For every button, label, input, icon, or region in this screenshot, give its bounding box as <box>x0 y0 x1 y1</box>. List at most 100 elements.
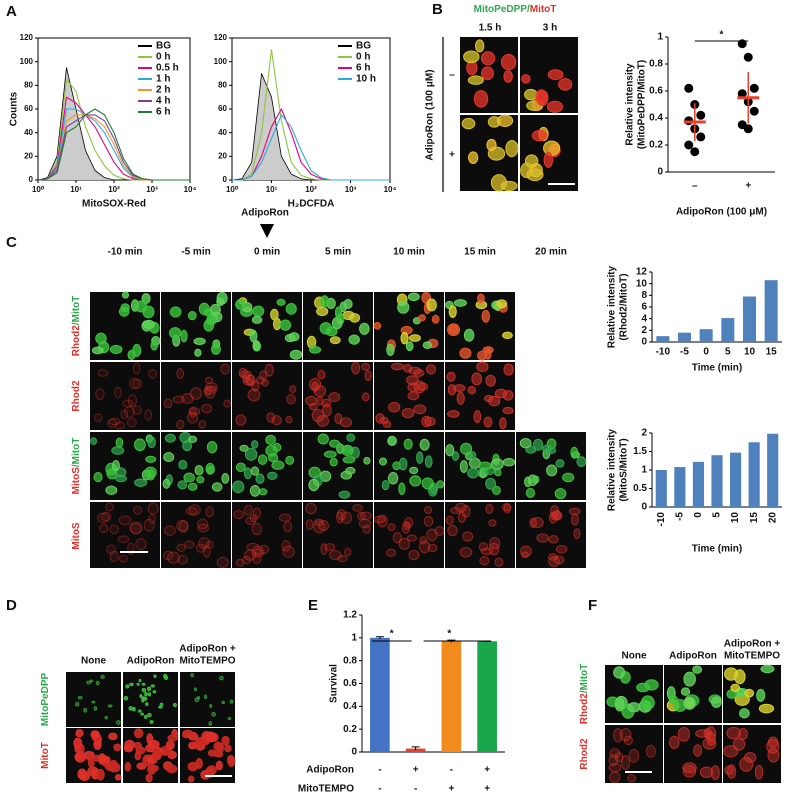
cell <box>163 550 174 561</box>
cell <box>148 513 156 524</box>
y-tick-label: 120 <box>20 33 34 42</box>
cell <box>105 502 114 512</box>
cell <box>229 699 234 704</box>
cell <box>357 511 366 521</box>
cell <box>177 554 188 565</box>
cell <box>311 381 319 392</box>
cell <box>359 511 372 520</box>
cell <box>502 458 516 467</box>
cell <box>135 746 146 755</box>
y-tick-label: 20 <box>24 151 33 160</box>
cell <box>83 707 88 713</box>
legend-label: BG <box>156 41 171 52</box>
cell <box>484 347 492 360</box>
cell <box>164 525 176 536</box>
cell <box>158 705 163 709</box>
bar <box>730 452 742 507</box>
cell <box>423 506 433 515</box>
cell <box>185 507 198 516</box>
cell <box>144 691 148 697</box>
cell <box>320 543 328 555</box>
cell <box>456 391 465 405</box>
bar <box>721 318 735 342</box>
cell <box>139 694 143 699</box>
cell <box>151 749 162 761</box>
cell <box>150 684 155 688</box>
cell <box>334 306 343 319</box>
cell <box>375 413 385 424</box>
condition-value: - <box>450 765 453 776</box>
cell <box>244 447 258 461</box>
cell <box>387 435 397 446</box>
y-tick-label: 0.5 <box>633 483 647 494</box>
cell <box>734 669 746 685</box>
cell <box>205 506 214 518</box>
cell <box>118 554 128 563</box>
cell <box>243 467 252 480</box>
cell <box>519 437 532 449</box>
cell <box>111 460 120 472</box>
y-tick-label: 6 <box>641 302 647 313</box>
cell <box>668 735 680 750</box>
cell <box>313 385 327 398</box>
cell <box>325 326 338 337</box>
cell <box>546 100 564 113</box>
cell <box>379 457 388 466</box>
y-axis-label: (MitoS/MitoT) <box>619 438 630 501</box>
cell <box>305 502 317 515</box>
y-tick-label: 0 <box>29 175 34 184</box>
cell <box>461 504 471 518</box>
cell <box>109 550 119 563</box>
y-tick-label: 0.2 <box>649 140 663 151</box>
cell <box>608 771 621 783</box>
y-axis-label: Relative intensity <box>607 265 618 348</box>
cell <box>133 505 143 515</box>
cell <box>424 416 436 427</box>
label-part: MitoPeDPP <box>40 673 51 727</box>
cell <box>167 551 180 564</box>
cell <box>503 503 511 514</box>
cell <box>176 543 186 552</box>
cell <box>343 547 352 557</box>
condition-label: AdipoRon <box>306 765 354 776</box>
y-tick-label: 0.4 <box>343 701 357 712</box>
cell <box>677 726 691 742</box>
cell <box>220 363 230 375</box>
cell <box>405 341 414 352</box>
error-bar <box>411 746 420 751</box>
cell <box>321 398 332 408</box>
cell <box>682 764 697 778</box>
cell <box>221 473 230 484</box>
cell <box>209 304 221 316</box>
cell <box>187 310 197 321</box>
cell <box>543 152 554 168</box>
cell <box>187 761 199 772</box>
cell <box>252 507 261 519</box>
y-tick-label: 0 <box>657 167 663 178</box>
y-tick-label: 1.2 <box>343 610 357 621</box>
cell <box>147 436 156 449</box>
cell <box>739 756 754 772</box>
cell <box>480 51 496 66</box>
x-tick-label: -10 <box>656 512 667 527</box>
cell <box>74 702 80 707</box>
cell <box>555 459 565 468</box>
panel-label: F <box>588 597 597 614</box>
cell <box>165 740 175 750</box>
cell <box>91 346 104 355</box>
cell <box>609 748 621 759</box>
cell <box>193 687 197 692</box>
cell <box>106 544 116 555</box>
column-label: 0 min <box>254 247 280 258</box>
column-label: 15 min <box>464 247 496 258</box>
cell <box>239 444 249 452</box>
cell <box>385 548 397 557</box>
y-tick-label: 1 <box>641 465 647 476</box>
cell <box>252 305 265 317</box>
y-tick-label: 120 <box>214 33 228 42</box>
y-tick-label: 0 <box>641 502 647 513</box>
cell <box>91 700 96 704</box>
cell <box>140 712 144 716</box>
cell <box>401 408 415 419</box>
cell <box>147 469 155 481</box>
